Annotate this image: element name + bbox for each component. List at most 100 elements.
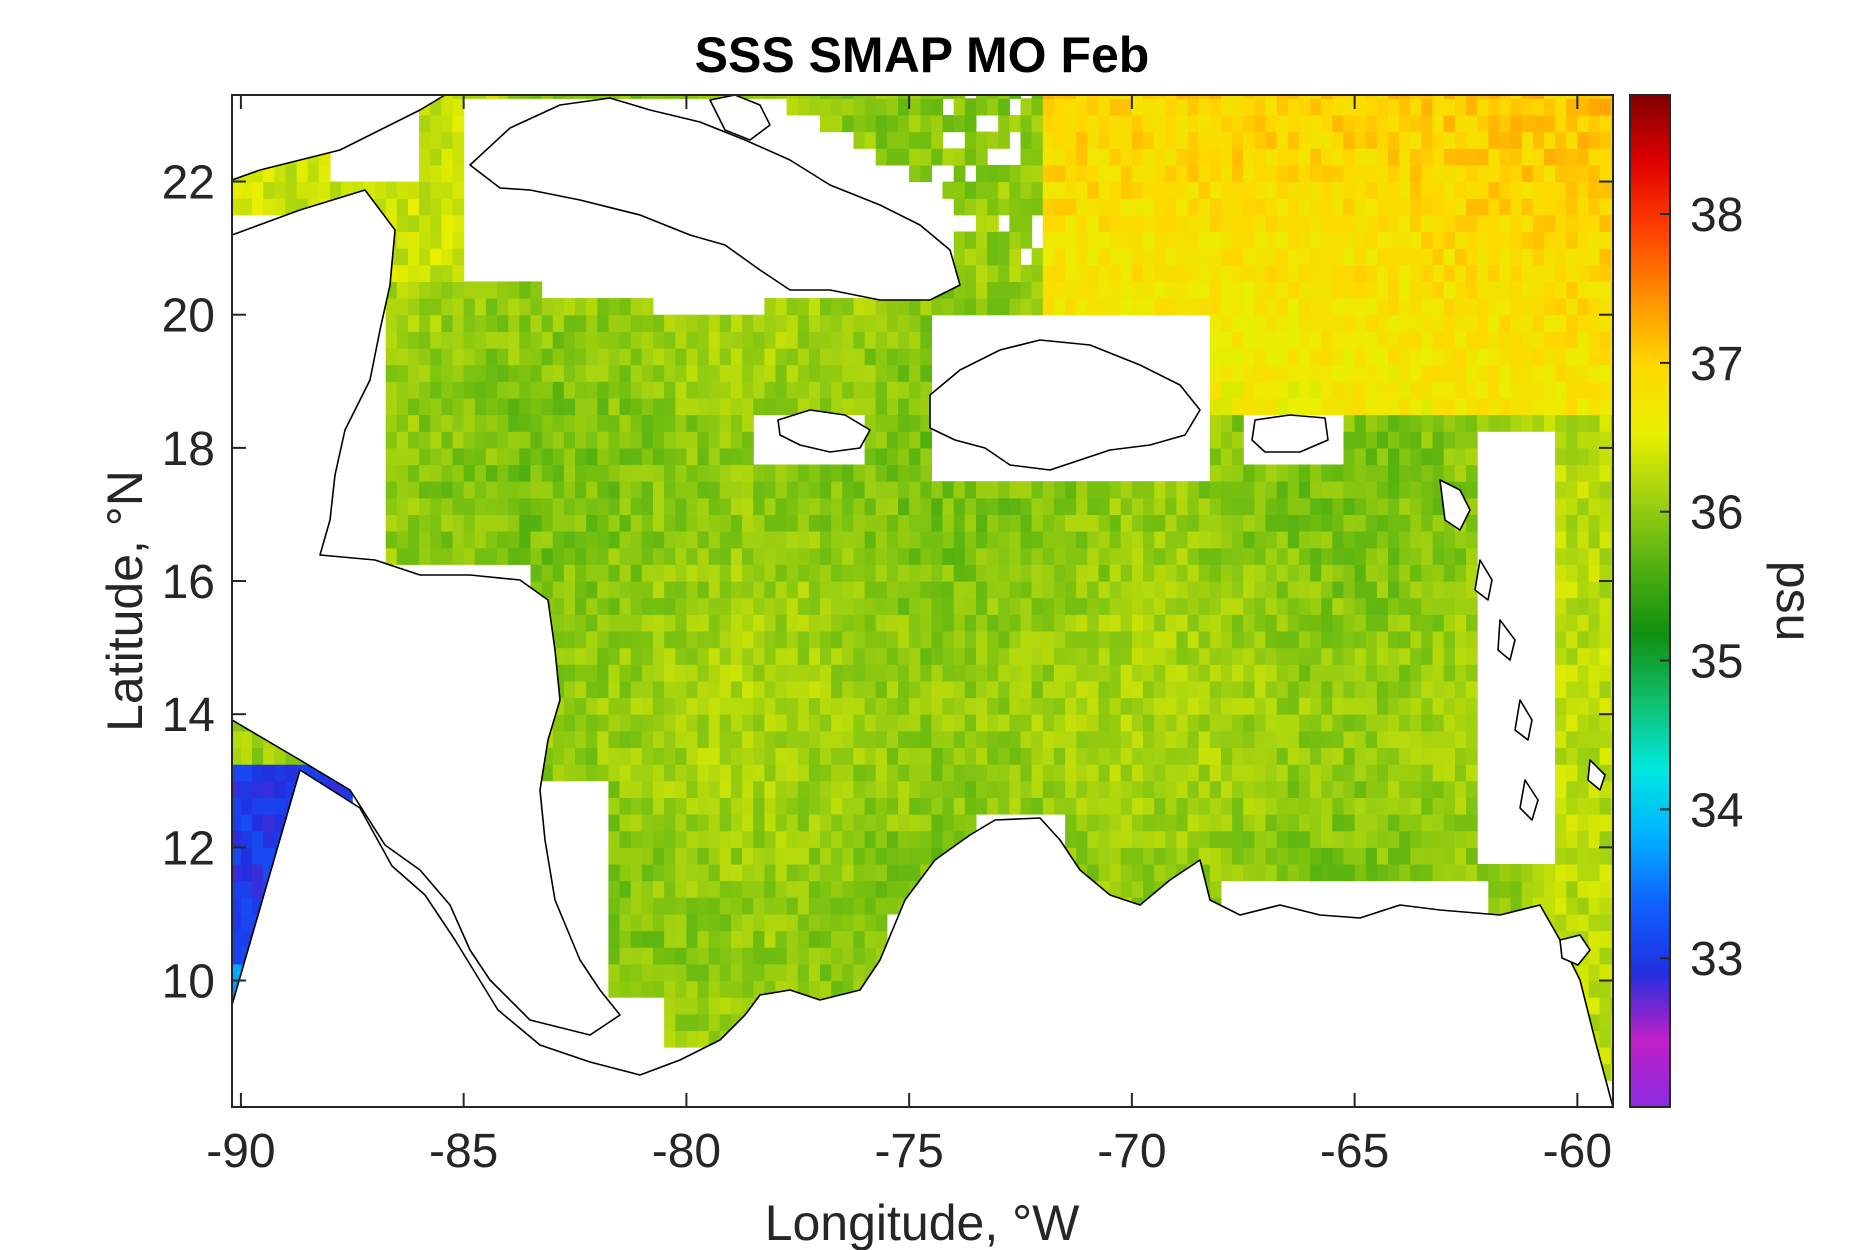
heatmap-cell [1388, 614, 1400, 632]
heatmap-cell [1454, 464, 1467, 482]
heatmap-cell [1254, 98, 1267, 116]
heatmap-cell [1287, 331, 1300, 349]
heatmap-cell [1599, 564, 1612, 582]
heatmap-cell [1076, 214, 1088, 232]
heatmap-cell [1343, 331, 1356, 349]
heatmap-cell [1588, 314, 1601, 332]
heatmap-cell [441, 198, 454, 216]
heatmap-cell [1165, 248, 1177, 266]
heatmap-cell [1265, 181, 1278, 199]
heatmap-cell [1410, 531, 1422, 549]
heatmap-cell [1466, 447, 1478, 466]
heatmap-cell [786, 814, 799, 832]
heatmap-cell [1098, 631, 1111, 649]
heatmap-cell [686, 830, 699, 848]
heatmap-cell [987, 797, 999, 815]
heatmap-cell [976, 647, 988, 665]
heatmap-cell [1254, 464, 1267, 482]
heatmap-cell [1510, 897, 1523, 915]
colorbar-tick-label: 36 [1690, 487, 1743, 540]
heatmap-cell [1454, 364, 1467, 382]
heatmap-cell [630, 913, 643, 932]
heatmap-cell [1599, 830, 1612, 848]
heatmap-cell [1566, 447, 1578, 466]
heatmap-cell [396, 248, 409, 266]
heatmap-cell [1287, 614, 1300, 632]
heatmap-cell [1176, 231, 1189, 249]
heatmap-cell [430, 298, 442, 316]
heatmap-cell [1376, 281, 1389, 299]
heatmap-cell [263, 814, 275, 832]
heatmap-cell [987, 631, 999, 649]
heatmap-cell [886, 397, 899, 416]
heatmap-cell [1298, 864, 1311, 882]
heatmap-cell [1310, 814, 1322, 832]
heatmap-cell [1254, 797, 1267, 815]
heatmap-cell [1031, 264, 1044, 282]
heatmap-cell [753, 913, 765, 932]
heatmap-cell [1076, 115, 1088, 133]
heatmap-cell [1143, 181, 1155, 199]
heatmap-cell [1566, 497, 1578, 515]
heatmap-cell [853, 614, 866, 632]
heatmap-cell [686, 697, 699, 715]
heatmap-cell [1265, 780, 1278, 798]
heatmap-cell [608, 864, 621, 882]
heatmap-cell [1510, 98, 1523, 116]
heatmap-cell [1165, 148, 1177, 166]
heatmap-cell [1343, 98, 1356, 116]
heatmap-cell [1154, 614, 1166, 632]
heatmap-cell [1321, 181, 1333, 199]
heatmap-cell [1399, 830, 1411, 848]
heatmap-cell [1310, 564, 1322, 582]
heatmap-cell [1287, 597, 1300, 615]
heatmap-cell [786, 963, 799, 982]
heatmap-cell [909, 514, 921, 532]
heatmap-cell [575, 397, 587, 416]
heatmap-cell [641, 647, 654, 665]
heatmap-cell [575, 314, 587, 332]
heatmap-cell [1510, 331, 1523, 349]
heatmap-cell [953, 714, 966, 732]
heatmap-cell [530, 331, 543, 349]
heatmap-cell [1053, 764, 1066, 782]
heatmap-cell [608, 847, 621, 865]
heatmap-cell [1499, 381, 1512, 399]
heatmap-cell [274, 181, 286, 199]
heatmap-cell [909, 95, 921, 99]
chart-title: SSS SMAP MO Feb [695, 27, 1150, 83]
heatmap-cell [853, 547, 866, 565]
heatmap-cell [764, 847, 777, 865]
heatmap-cell [875, 864, 888, 882]
heatmap-cell [1143, 830, 1155, 848]
heatmap-cell [1410, 730, 1422, 748]
heatmap-cell [1076, 714, 1088, 732]
heatmap-cell [898, 531, 910, 549]
heatmap-cell [686, 947, 699, 965]
heatmap-cell [742, 897, 754, 915]
heatmap-cell [1053, 747, 1066, 765]
heatmap-cell [1499, 331, 1512, 349]
heatmap-cell [497, 514, 509, 532]
heatmap-cell [1365, 447, 1378, 466]
heatmap-cell [307, 764, 320, 782]
heatmap-cell [586, 381, 598, 399]
heatmap-cell [898, 131, 910, 149]
heatmap-cell [586, 547, 598, 565]
heatmap-cell [1221, 231, 1233, 249]
heatmap-cell [1466, 131, 1478, 149]
heatmap-cell [1376, 164, 1389, 183]
heatmap-cell [1276, 148, 1289, 166]
heatmap-cell [1232, 747, 1244, 765]
heatmap-cell [697, 614, 710, 632]
heatmap-cell [1555, 581, 1567, 599]
heatmap-cell [775, 564, 788, 582]
heatmap-cell [898, 331, 910, 349]
heatmap-cell [1265, 198, 1278, 216]
heatmap-cell [1265, 730, 1278, 748]
heatmap-cell [842, 747, 854, 765]
heatmap-cell [976, 198, 988, 216]
heatmap-cell [942, 115, 955, 133]
heatmap-cell [1577, 564, 1590, 582]
heatmap-cell [1076, 764, 1088, 782]
